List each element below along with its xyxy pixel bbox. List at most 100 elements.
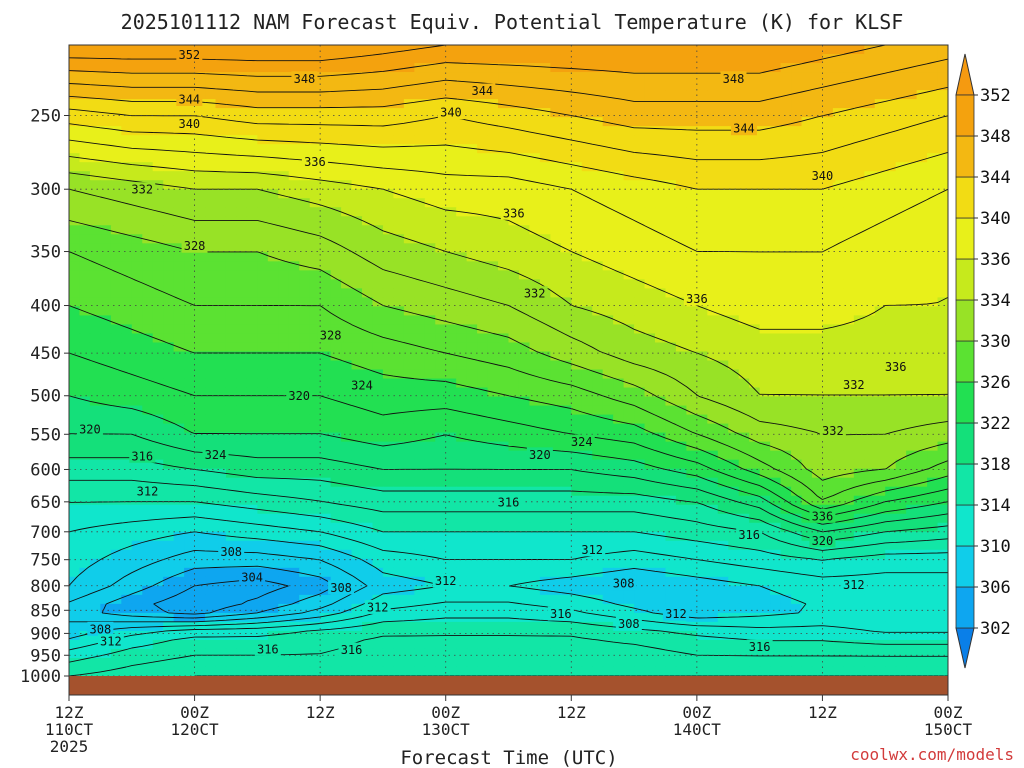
field-cell	[456, 117, 468, 127]
field-cell	[571, 567, 583, 578]
field-cell	[853, 45, 865, 55]
field-cell	[832, 351, 844, 362]
field-cell	[906, 441, 918, 452]
field-cell	[811, 414, 824, 425]
field-cell	[634, 153, 646, 163]
field-cell	[843, 306, 855, 317]
field-cell	[728, 306, 740, 317]
field-cell	[623, 549, 635, 560]
field-cell	[257, 531, 269, 542]
field-cell	[163, 90, 175, 100]
field-cell	[341, 504, 353, 515]
field-cell	[832, 486, 844, 497]
field-cell	[916, 279, 928, 289]
field-cell	[424, 513, 436, 524]
field-cell	[686, 72, 698, 82]
field-cell	[184, 261, 196, 271]
field-cell	[581, 522, 593, 533]
field-cell	[518, 549, 531, 560]
field-cell	[477, 261, 489, 271]
field-cell	[456, 153, 468, 163]
field-cell	[581, 135, 593, 145]
field-cell	[382, 351, 394, 362]
field-cell	[257, 558, 269, 569]
field-cell	[236, 261, 248, 271]
field-cell	[288, 450, 300, 461]
field-cell	[550, 144, 562, 154]
field-cell	[424, 171, 436, 181]
field-cell	[299, 270, 311, 280]
field-cell	[184, 567, 196, 578]
field-cell	[382, 486, 394, 497]
field-cell	[675, 414, 687, 425]
field-cell	[602, 396, 614, 407]
field-cell	[655, 99, 667, 109]
field-cell	[811, 306, 824, 317]
field-cell	[121, 225, 133, 235]
field-cell	[655, 225, 667, 235]
field-cell	[832, 171, 844, 181]
field-cell	[163, 225, 175, 235]
field-cell	[550, 261, 562, 271]
field-cell	[843, 189, 855, 199]
field-cell	[309, 306, 321, 317]
field-cell	[738, 567, 750, 578]
field-cell	[257, 45, 269, 55]
field-cell	[131, 369, 143, 380]
field-cell	[895, 81, 907, 91]
field-cell	[435, 450, 447, 461]
field-cell	[330, 441, 342, 452]
field-cell	[937, 423, 948, 434]
field-cell	[435, 306, 447, 317]
field-cell	[874, 180, 886, 190]
field-cell	[382, 189, 394, 199]
field-cell	[477, 126, 489, 136]
field-cell	[173, 423, 185, 434]
field-cell	[445, 288, 457, 298]
field-cell	[927, 297, 939, 308]
field-cell	[822, 405, 834, 416]
field-cell	[644, 252, 656, 262]
field-cell	[508, 63, 520, 73]
field-cell	[414, 180, 426, 190]
field-cell	[791, 270, 803, 280]
field-cell	[435, 288, 447, 298]
field-cell	[477, 162, 489, 172]
field-cell	[100, 126, 112, 136]
field-cell	[770, 54, 782, 64]
field-cell	[508, 549, 520, 560]
field-cell	[874, 468, 886, 479]
field-cell	[445, 99, 457, 109]
field-cell	[728, 324, 740, 335]
field-cell	[770, 441, 782, 452]
field-cell	[832, 189, 844, 199]
field-cell	[309, 207, 321, 217]
field-cell	[927, 558, 939, 569]
field-cell	[110, 72, 122, 82]
field-cell	[749, 189, 761, 199]
field-cell	[906, 72, 918, 82]
field-cell	[414, 225, 426, 235]
field-cell	[518, 252, 531, 262]
field-cell	[477, 342, 489, 353]
field-cell	[382, 405, 394, 416]
field-cell	[811, 252, 824, 262]
field-cell	[717, 351, 729, 362]
field-cell	[362, 540, 374, 551]
field-cell	[445, 396, 457, 407]
field-cell	[801, 441, 813, 452]
field-cell	[655, 513, 667, 524]
field-cell	[717, 144, 729, 154]
field-cell	[142, 135, 154, 145]
field-cell	[236, 522, 248, 533]
field-cell	[906, 360, 918, 371]
field-cell	[477, 315, 489, 326]
field-cell	[246, 90, 258, 100]
field-cell	[832, 387, 844, 398]
field-cell	[320, 252, 332, 262]
field-cell	[644, 558, 656, 569]
field-cell	[874, 441, 886, 452]
field-cell	[749, 144, 761, 154]
field-cell	[529, 333, 541, 344]
field-cell	[529, 495, 541, 506]
